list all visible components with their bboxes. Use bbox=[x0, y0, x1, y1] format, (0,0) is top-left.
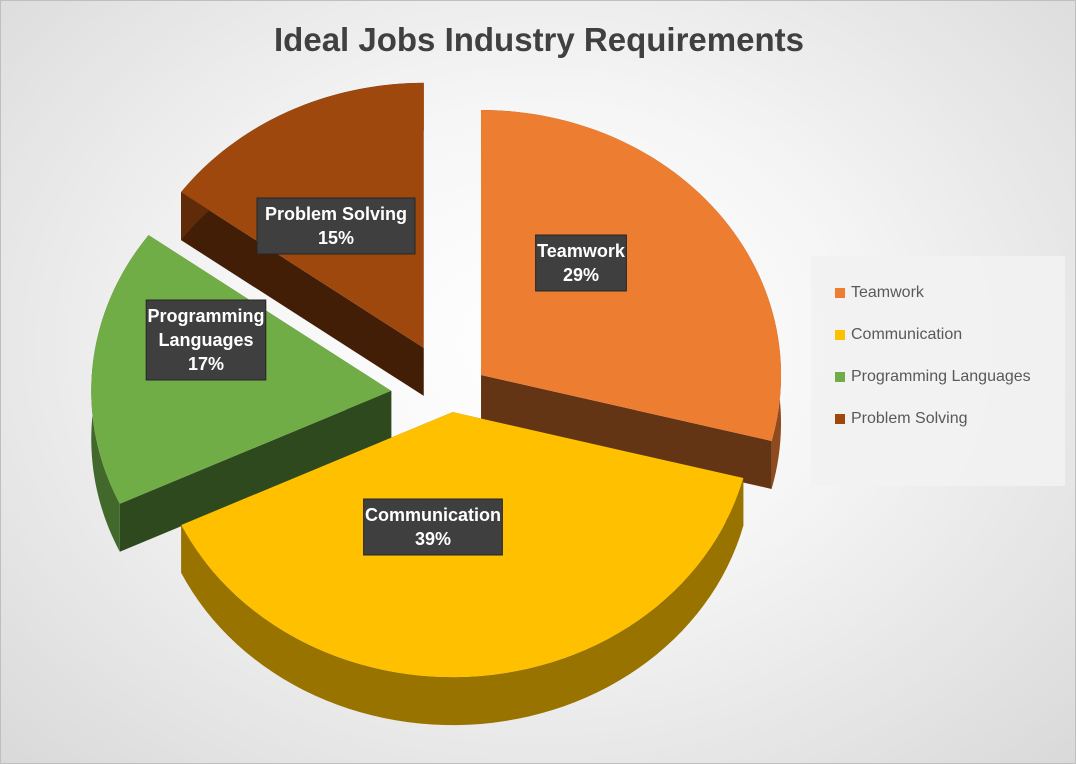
legend-label: Teamwork bbox=[851, 284, 924, 301]
data-label-value: 39% bbox=[415, 529, 451, 549]
legend-item: Programming Languages bbox=[835, 340, 1065, 398]
data-label-teamwork: Teamwork 29% bbox=[535, 234, 627, 292]
data-label-category: Languages bbox=[158, 330, 253, 350]
legend-swatch bbox=[835, 372, 845, 382]
data-labels: Teamwork 29% Communication 39% Programming La… bbox=[145, 197, 627, 556]
data-label-value: 17% bbox=[188, 354, 224, 374]
legend-swatch bbox=[835, 288, 845, 298]
legend-item: Communication bbox=[835, 298, 1065, 356]
data-label-category: Teamwork bbox=[537, 241, 626, 261]
pie-slices bbox=[91, 82, 782, 726]
legend-item: Problem Solving bbox=[835, 382, 1065, 440]
data-label-programming-languages: Programming Languages 17% bbox=[145, 299, 267, 381]
chart-title: Ideal Jobs Industry Requirements bbox=[274, 21, 804, 58]
data-label-value: 15% bbox=[318, 228, 354, 248]
legend-swatch bbox=[835, 330, 845, 340]
data-label-problem-solving: Problem Solving 15% bbox=[256, 197, 416, 255]
data-label-category: Communication bbox=[365, 505, 501, 525]
data-label-communication: Communication 39% bbox=[363, 498, 503, 556]
legend-item: Teamwork bbox=[835, 272, 1065, 314]
legend-label: Programming Languages bbox=[851, 368, 1031, 385]
slice-teamwork bbox=[481, 110, 782, 441]
legend-label: Problem Solving bbox=[851, 410, 968, 427]
legend: Teamwork Communication Programming Languag… bbox=[811, 256, 1065, 486]
data-label-value: 29% bbox=[563, 265, 599, 285]
legend-swatch bbox=[835, 414, 845, 424]
legend-label: Communication bbox=[851, 326, 963, 343]
data-label-category: Problem Solving bbox=[265, 204, 407, 224]
data-label-category: Programming bbox=[147, 306, 264, 326]
